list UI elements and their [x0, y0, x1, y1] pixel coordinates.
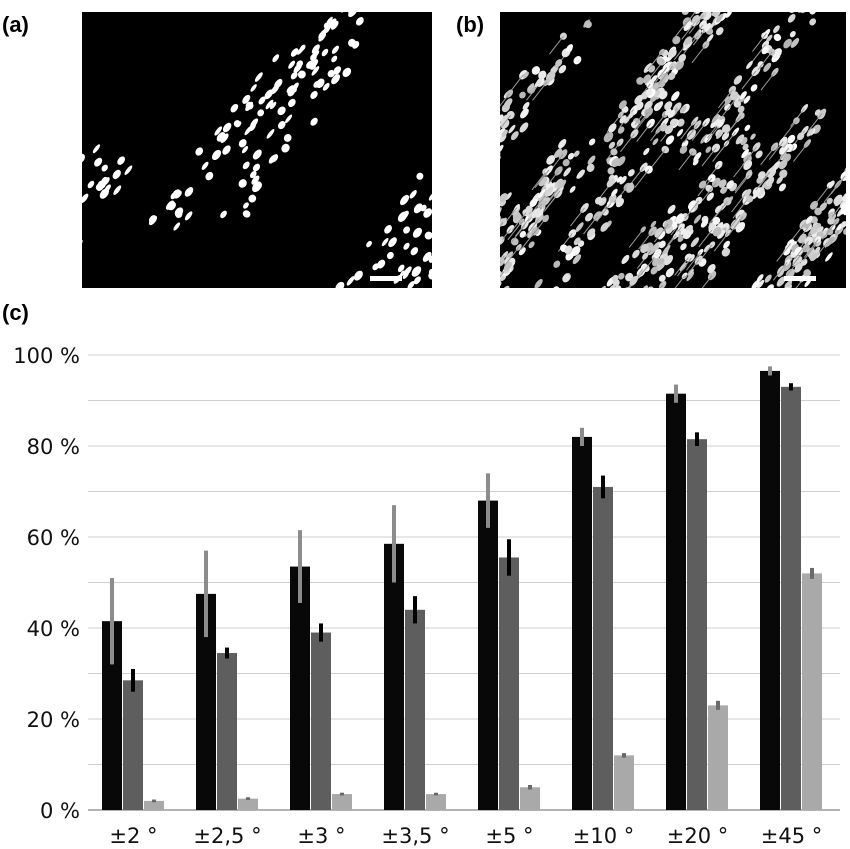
error-bar: [298, 530, 302, 603]
error-bar: [392, 505, 396, 583]
bar: [102, 621, 122, 810]
error-bar: [716, 700, 720, 710]
error-bar: [486, 473, 490, 528]
error-bar: [601, 475, 605, 499]
bar: [196, 593, 216, 810]
y-tick-labels: 0 % 20 % 40 % 60 % 80 % 100 %: [13, 344, 80, 823]
error-bar: [810, 567, 814, 579]
x-tick-label: ±10 °: [573, 824, 635, 848]
error-bar: [674, 384, 678, 403]
x-tick-label: ±2 °: [109, 824, 157, 848]
error-bar: [507, 539, 511, 576]
error-bar: [768, 366, 772, 376]
y-tick-label: 0 %: [40, 799, 80, 823]
y-tick-label: 80 %: [27, 435, 80, 459]
bar: [572, 436, 592, 810]
bar: [760, 370, 780, 810]
x-tick-label: ±45 °: [761, 824, 823, 848]
scale-bar: [370, 276, 402, 281]
bar: [781, 386, 801, 810]
error-bar: [413, 596, 417, 624]
bar: [311, 632, 331, 810]
error-bars: [110, 366, 814, 803]
panel-label-b: (b): [456, 12, 485, 37]
panel-label-c: (c): [2, 300, 29, 325]
error-bar: [340, 792, 344, 796]
bar: [499, 557, 519, 810]
bar-chart: 0 %20 %40 %60 %80 %100 % ±2 ° ±2,5 ° ±3 ° ±…: [13, 344, 840, 848]
bar: [123, 680, 143, 810]
y-tick-label: 20 %: [27, 708, 80, 732]
error-bar: [622, 753, 626, 758]
bar: [802, 573, 822, 810]
error-bar: [789, 383, 793, 391]
bar: [405, 609, 425, 810]
error-bar: [319, 623, 323, 642]
bar: [593, 486, 613, 810]
bar: [614, 755, 634, 810]
y-tick-label: 100 %: [13, 344, 80, 368]
micrograph-a: [82, 12, 432, 288]
error-bar: [204, 550, 208, 638]
bar: [426, 794, 446, 810]
bar: [520, 787, 540, 810]
x-tick-label: ±3,5 °: [381, 824, 449, 848]
bar: [290, 566, 310, 810]
x-tick-label: ±5 °: [485, 824, 533, 848]
error-bar: [434, 792, 438, 796]
micrograph-b: [500, 12, 846, 288]
bar: [144, 800, 164, 810]
error-bar: [580, 427, 584, 446]
panel-label-a: (a): [2, 12, 29, 37]
bar: [384, 543, 404, 810]
bars: [102, 370, 822, 810]
bar: [666, 393, 686, 810]
error-bar: [152, 799, 156, 803]
x-tick-label: ±20 °: [667, 824, 729, 848]
error-bar: [131, 668, 135, 692]
scale-bar: [784, 276, 816, 281]
error-bar: [528, 784, 532, 790]
micrograph-a-image: [82, 12, 432, 288]
micrograph-b-image: [500, 12, 846, 288]
y-tick-label: 60 %: [27, 526, 80, 550]
error-bar: [695, 432, 699, 446]
bar: [217, 653, 237, 810]
x-tick-label: ±2,5 °: [193, 824, 261, 848]
bar: [687, 439, 707, 810]
bar: [332, 794, 352, 810]
error-bar: [225, 647, 229, 659]
bar: [238, 798, 258, 810]
bar: [478, 500, 498, 810]
x-tick-label: ±3 °: [297, 824, 345, 848]
error-bar: [246, 797, 250, 800]
y-tick-label: 40 %: [27, 617, 80, 641]
x-tick-labels: ±2 ° ±2,5 ° ±3 ° ±3,5 ° ±5 ° ±10 ° ±20 ° ±45 °: [109, 824, 822, 848]
bar: [708, 705, 728, 810]
error-bar: [110, 577, 114, 665]
